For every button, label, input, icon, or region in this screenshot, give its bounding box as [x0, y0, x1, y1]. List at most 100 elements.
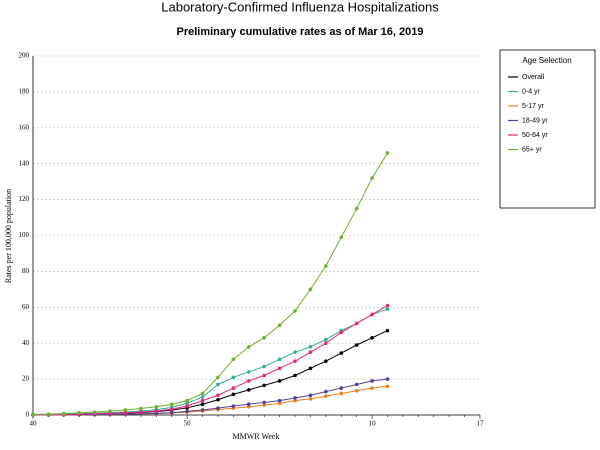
data-point: [324, 337, 328, 342]
data-point: [308, 366, 313, 371]
data-point: [293, 350, 297, 354]
y-tick-label: 180: [19, 88, 30, 96]
data-point: [246, 388, 251, 392]
data-point: [339, 330, 344, 335]
data-point: [277, 323, 282, 328]
data-point: [231, 404, 236, 408]
data-point: [370, 312, 374, 317]
data-point: [200, 391, 205, 396]
data-point: [185, 409, 189, 414]
series-line: [32, 305, 388, 416]
data-point: [123, 408, 128, 412]
data-point: [216, 397, 220, 402]
data-point: [293, 398, 297, 403]
data-point: [293, 309, 297, 313]
data-point: [385, 303, 390, 308]
data-point: [277, 401, 282, 406]
y-tick-label: 120: [19, 195, 30, 203]
legend-label: 0-4 yr: [522, 88, 541, 95]
data-point: [293, 373, 297, 378]
legend-label: 65+ yr: [522, 146, 542, 153]
data-point: [277, 357, 282, 362]
data-point: [154, 409, 159, 413]
series-line: [32, 378, 388, 416]
y-tick-label: 20: [22, 375, 30, 383]
data-point: [354, 343, 359, 347]
data-point: [324, 341, 328, 346]
data-point: [169, 402, 174, 407]
y-tick-label: 0: [26, 411, 30, 419]
data-point: [293, 396, 297, 400]
data-point: [154, 404, 159, 409]
data-point: [185, 404, 189, 408]
data-point: [339, 391, 344, 396]
data-point: [354, 321, 359, 326]
data-point: [308, 393, 313, 398]
data-point: [324, 264, 328, 268]
data-point: [370, 379, 374, 383]
data-point: [62, 411, 66, 416]
data-point: [370, 176, 374, 180]
data-point: [231, 392, 236, 397]
y-tick-label: 80: [22, 267, 30, 275]
data-point: [385, 151, 390, 155]
data-point: [200, 408, 205, 412]
data-point: [308, 344, 313, 349]
data-point: [216, 382, 220, 387]
data-point: [370, 336, 374, 340]
y-tick-label: 200: [19, 52, 30, 60]
data-point: [231, 386, 236, 390]
data-point: [339, 351, 344, 355]
data-point: [246, 344, 251, 349]
data-point: [123, 411, 128, 415]
data-point: [324, 389, 328, 394]
data-point: [262, 383, 267, 388]
data-point: [308, 397, 313, 401]
data-point: [262, 400, 267, 405]
data-point: [370, 386, 374, 390]
data-point: [46, 412, 51, 416]
data-point: [216, 393, 220, 398]
data-point: [385, 307, 390, 311]
x-tick-label: 50: [184, 420, 192, 428]
data-point: [169, 407, 174, 412]
data-point: [231, 357, 236, 362]
data-point: [262, 373, 267, 378]
y-tick-label: 100: [19, 231, 30, 239]
legend-label: 18-49 yr: [522, 117, 548, 124]
data-point: [200, 398, 205, 403]
data-point: [339, 386, 344, 390]
series-line: [32, 152, 388, 415]
data-point: [169, 410, 174, 415]
data-point: [246, 370, 251, 374]
data-point: [139, 410, 143, 414]
legend-label: 5-17 yr: [522, 103, 544, 110]
data-point: [293, 359, 297, 363]
y-tick-label: 160: [19, 123, 30, 131]
chart-subtitle: Preliminary cumulative rates as of Mar 1…: [176, 26, 423, 38]
legend-label: Overall: [522, 74, 545, 81]
data-point: [277, 379, 282, 383]
data-point: [216, 406, 220, 410]
data-point: [277, 398, 282, 403]
data-point: [324, 359, 328, 363]
data-point: [185, 401, 189, 406]
y-tick-label: 60: [22, 303, 30, 311]
data-point: [339, 235, 344, 240]
data-point: [354, 382, 359, 387]
x-tick-label: 40: [30, 420, 38, 428]
data-point: [77, 411, 82, 415]
data-point: [246, 405, 251, 409]
data-point: [308, 350, 313, 354]
data-point: [262, 364, 267, 369]
data-point: [92, 410, 97, 414]
x-tick-label: 10: [369, 420, 377, 428]
data-point: [185, 398, 189, 403]
legend-label: 50-64 yr: [522, 132, 548, 139]
data-point: [246, 402, 251, 407]
data-point: [354, 206, 359, 211]
x-tick-label: 17: [477, 420, 485, 428]
data-point: [200, 402, 205, 407]
data-point: [262, 336, 267, 340]
